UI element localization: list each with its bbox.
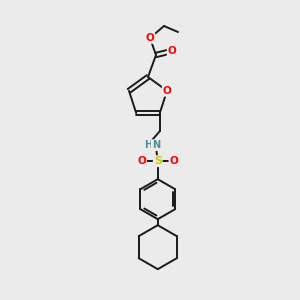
Text: O: O bbox=[169, 156, 178, 166]
Text: O: O bbox=[137, 156, 146, 166]
Text: H: H bbox=[144, 140, 152, 150]
Text: O: O bbox=[163, 86, 171, 96]
Text: O: O bbox=[146, 33, 154, 43]
Text: O: O bbox=[168, 46, 176, 56]
Text: N: N bbox=[152, 140, 160, 150]
Text: S: S bbox=[154, 156, 162, 166]
